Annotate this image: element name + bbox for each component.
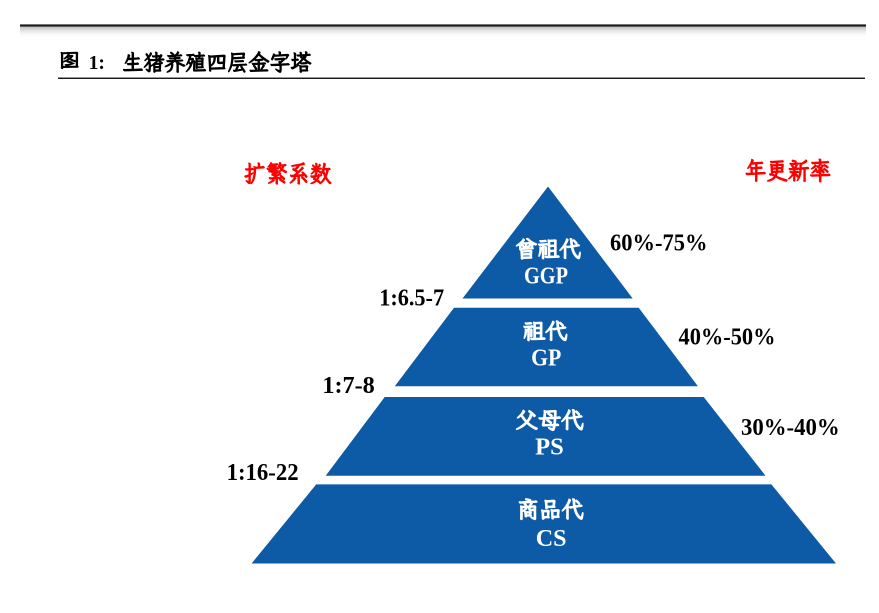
svg-text:1:: 1: [89, 53, 105, 74]
svg-text:1:16-22: 1:16-22 [227, 459, 299, 486]
svg-text:GGP: GGP [524, 264, 568, 290]
svg-text:30%-40%: 30%-40% [741, 414, 840, 441]
svg-text:CS: CS [536, 526, 567, 552]
svg-text:40%-50%: 40%-50% [679, 324, 776, 351]
svg-text:GP: GP [531, 346, 561, 372]
svg-text:1:6.5-7: 1:6.5-7 [379, 284, 444, 311]
svg-text:1:7-8: 1:7-8 [322, 372, 374, 399]
svg-text:PS: PS [535, 435, 564, 461]
svg-text:60%-75%: 60%-75% [610, 230, 708, 257]
